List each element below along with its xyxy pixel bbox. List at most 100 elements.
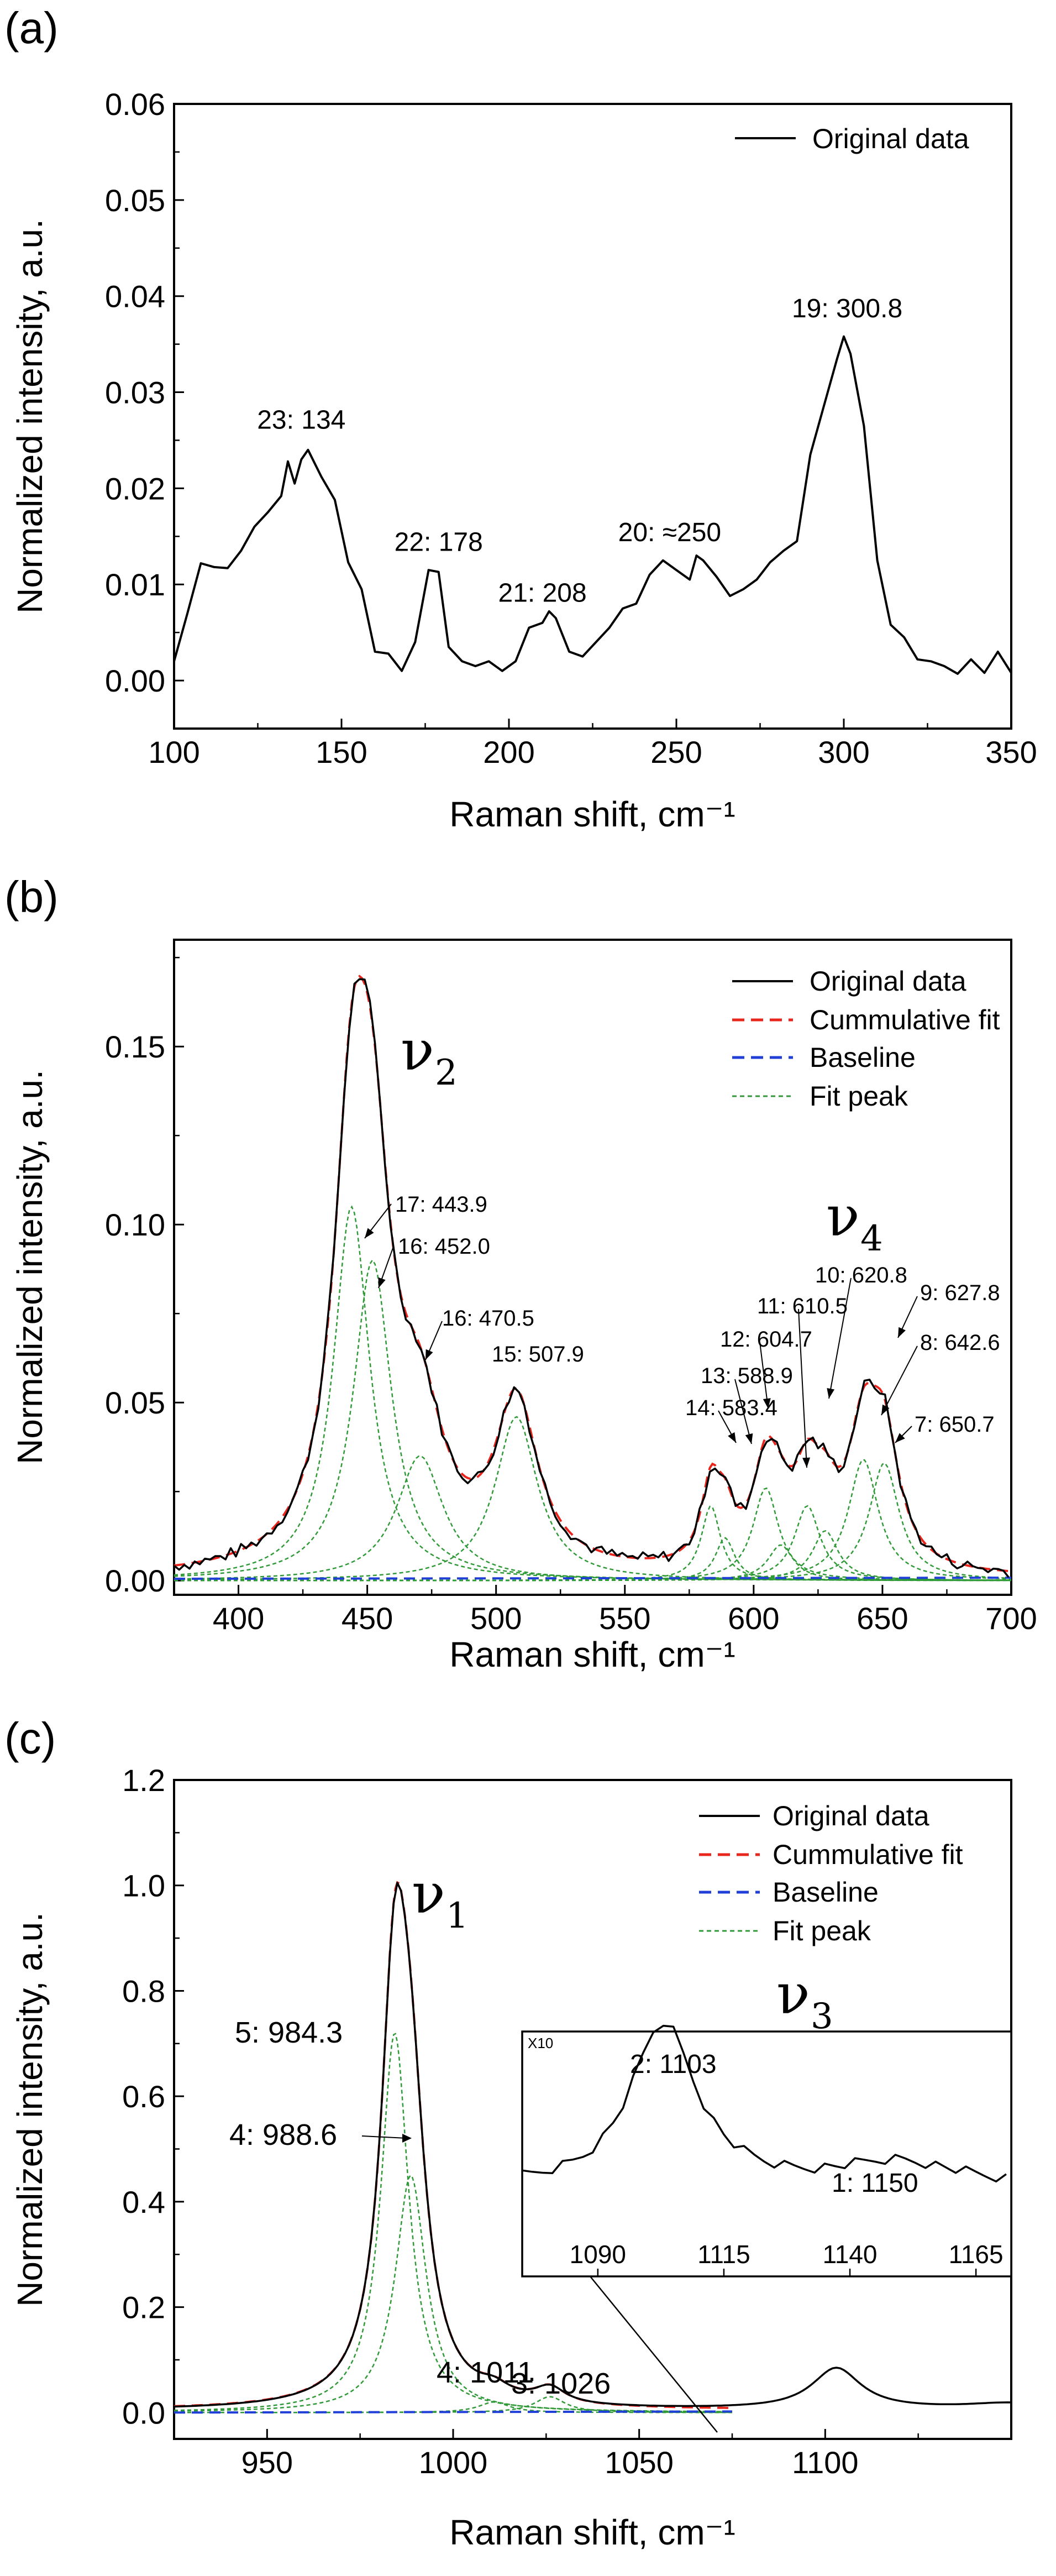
panel-b-x-tick-label: 600 xyxy=(728,1601,779,1636)
panel-c-y-tick-label: 0.0 xyxy=(122,2395,165,2430)
panel-b-letter: (b) xyxy=(4,872,59,922)
panel-a-x-axis-title: Raman shift, cm⁻¹ xyxy=(449,794,735,834)
series-original-data xyxy=(173,978,1010,1578)
annotation-arrowhead xyxy=(895,1433,905,1443)
annotation-arrow xyxy=(828,1277,852,1399)
panel-b-x-tick-label: 450 xyxy=(342,1601,393,1636)
panel-a-annotations: 23: 134 22: 178 21: 208 20: ≈250 19: 300.8 xyxy=(257,294,902,608)
peak-label-11: 11: 610.5 xyxy=(757,1294,848,1318)
panel-a: (a) 100 150 200 250 300 350 0.00 0.01 0.02 0.03 0.… xyxy=(4,3,1037,834)
annotation-arrowhead xyxy=(763,1398,771,1409)
series-baseline xyxy=(174,1577,1012,1580)
panel-a-series xyxy=(173,335,1012,675)
panel-c-x-tick-label: 1050 xyxy=(605,2445,674,2480)
fit-peak-470.5 xyxy=(174,1455,1011,1581)
panel-b-x-tick-label: 650 xyxy=(857,1601,908,1636)
panel-a-y-axis-title: Normalized intensity, a.u. xyxy=(10,219,50,614)
legend-label-original-data: Original data xyxy=(810,966,966,997)
annotation-arrow xyxy=(759,1342,769,1409)
panel-b-x-tick-label: 700 xyxy=(985,1601,1037,1636)
panel-a-letter: (a) xyxy=(4,3,59,53)
peak-label-7: 7: 650.7 xyxy=(915,1412,995,1437)
legend-label-fit-peak: Fit peak xyxy=(773,1915,871,1946)
peak-label-3: 3: 1026 xyxy=(511,2367,611,2400)
legend-label-fit-peak: Fit peak xyxy=(810,1081,908,1112)
inset-series xyxy=(522,2024,1007,2183)
panel-c-y-tick-label: 0.6 xyxy=(122,2079,165,2114)
annotation-arrowhead xyxy=(365,1228,374,1238)
band-label-nu3: ν 3 xyxy=(776,1962,833,2037)
legend-label-baseline: Baseline xyxy=(773,1877,879,1908)
arrowhead-peak-4a xyxy=(402,2134,412,2143)
inset-ticks: 1090 1115 1140 1165 xyxy=(570,2240,1004,2276)
panel-b-y-axis-title: Normalized intensity, a.u. xyxy=(10,1070,50,1464)
inset-x-tick-label: 1115 xyxy=(697,2240,750,2269)
inset-x10: X10 1090 1115 1140 1165 2: 1103 1: 1150 xyxy=(521,2024,1012,2277)
peak-label-23: 23: 134 xyxy=(257,406,345,435)
panel-c-x-tick-label: 1000 xyxy=(419,2445,488,2480)
panel-b-series xyxy=(173,975,1012,1582)
series-original-data xyxy=(173,335,1012,675)
panel-a-y-tick-label: 0.05 xyxy=(105,183,165,218)
svg-text:ν: ν xyxy=(776,1962,810,2027)
svg-text:ν: ν xyxy=(401,1018,434,1083)
panel-a-ticks: 100 150 200 250 300 350 0.00 0.01 0.02 0.03 0.04 0.… xyxy=(105,87,1037,769)
panel-b-x-tick-label: 500 xyxy=(470,1601,522,1636)
peak-label-16b: 16: 470.5 xyxy=(442,1306,534,1331)
inset-scale-label: X10 xyxy=(528,2035,553,2051)
panel-a-y-tick-label: 0.00 xyxy=(105,663,165,698)
peak-label-13: 13: 588.9 xyxy=(701,1364,793,1388)
panel-a-x-tick-label: 250 xyxy=(650,735,702,769)
panel-a-x-tick-label: 300 xyxy=(818,735,869,769)
svg-text:4: 4 xyxy=(860,1218,883,1259)
panel-c-y-axis-title: Normalized intensity, a.u. xyxy=(10,1912,50,2307)
inset-peak-label-1: 1: 1150 xyxy=(832,2169,918,2198)
inset-frame xyxy=(521,2030,1012,2277)
fit-peak-650.7 xyxy=(174,1462,1012,1582)
inset-x-tick-label: 1090 xyxy=(570,2240,626,2269)
panel-b-y-tick-label: 0.05 xyxy=(105,1385,165,1420)
peak-label-4a: 4: 988.6 xyxy=(229,2118,337,2151)
svg-text:2: 2 xyxy=(435,1053,458,1093)
annotation-arrowhead xyxy=(378,1277,386,1288)
annotation-arrowhead xyxy=(881,1404,890,1415)
legend-label-original-data: Original data xyxy=(812,123,969,154)
panel-a-x-tick-label: 100 xyxy=(148,735,199,769)
panel-c-x-axis-title: Raman shift, cm⁻¹ xyxy=(449,2512,735,2552)
panel-a-y-tick-label: 0.03 xyxy=(105,375,165,410)
annotation-arrowhead xyxy=(827,1388,835,1399)
panel-b-x-tick-label: 550 xyxy=(599,1601,650,1636)
panel-a-y-tick-label: 0.02 xyxy=(105,471,165,506)
panel-b-arrows xyxy=(364,1203,918,1468)
panel-c-series xyxy=(174,1881,1012,2414)
peak-label-20: 20: ≈250 xyxy=(618,518,722,547)
panel-a-x-tick-label: 350 xyxy=(985,735,1037,769)
panel-c-letter: (c) xyxy=(4,1714,56,1763)
panel-b-legend: Original data Cummulative fit Baseline F… xyxy=(732,966,1000,1112)
band-label-nu4: ν 4 xyxy=(826,1184,883,1259)
inset-peak-label-2: 2: 1103 xyxy=(630,2050,717,2079)
panel-b-x-axis-title: Raman shift, cm⁻¹ xyxy=(449,1635,735,1674)
annotation-arrowhead xyxy=(802,1457,811,1468)
fit-peak-620.8 xyxy=(174,1505,1012,1582)
annotation-arrowhead xyxy=(745,1433,753,1444)
arrow-peak-4a xyxy=(361,2135,407,2139)
panel-c-x-tick-label: 950 xyxy=(241,2445,293,2480)
annotation-arrowhead xyxy=(425,1349,433,1360)
legend-label-cumulative-fit: Cummulative fit xyxy=(810,1004,1000,1035)
fit-peak-583.4 xyxy=(174,1505,1011,1582)
fit-peak-604.7 xyxy=(174,1487,1011,1582)
panel-c-x-tick-label: 1100 xyxy=(792,2445,858,2480)
panel-b-ticks: 400 450 500 550 600 650 700 0.00 0.05 0.10 0.15 xyxy=(105,956,1037,1636)
peak-label-5: 5: 984.3 xyxy=(235,2016,343,2049)
panel-c-legend: Original data Cummulative fit Baseline F… xyxy=(699,1800,963,1946)
panel-c-ticks: 950 1000 1050 1100 0.0 0.2 0.4 0.6 0.8 1.0 1.2 xyxy=(122,1763,919,2480)
legend-label-cumulative-fit: Cummulative fit xyxy=(773,1839,963,1870)
panel-b: (b) 400 450 500 550 600 650 700 0.00 0.05 0.10 0.1… xyxy=(4,872,1037,1674)
peak-label-14: 14: 583.4 xyxy=(685,1396,777,1420)
panel-a-x-tick-label: 200 xyxy=(483,735,534,769)
panel-b-y-tick-label: 0.10 xyxy=(105,1207,165,1242)
panel-c: (c) 950 1000 1050 1100 0.0 0.2 0.4 0.6 0.8 1.0 1.2… xyxy=(4,1714,1012,2552)
svg-text:1: 1 xyxy=(446,1896,469,1936)
